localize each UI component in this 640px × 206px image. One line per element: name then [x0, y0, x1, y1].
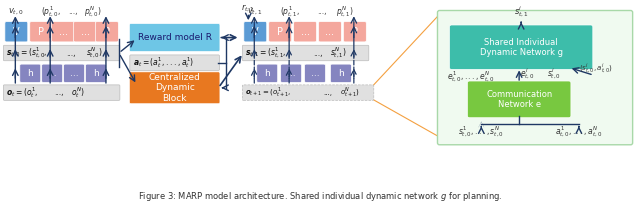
FancyBboxPatch shape [74, 22, 97, 42]
Text: ...,: ..., [313, 48, 323, 57]
Text: Figure 3: MARP model architecture. Shared individual dynamic network $g$ for pla: Figure 3: MARP model architecture. Share… [138, 190, 502, 204]
Text: ...: ... [59, 27, 68, 37]
Text: $\boldsymbol{s}_{t,0}=(s^1_{t,0},$: $\boldsymbol{s}_{t,0}=(s^1_{t,0},$ [6, 46, 48, 60]
Text: h: h [264, 69, 270, 78]
FancyBboxPatch shape [30, 22, 52, 42]
Text: ...: ... [70, 69, 78, 78]
FancyBboxPatch shape [86, 64, 106, 82]
Text: ...: ... [287, 69, 296, 78]
Text: $s^N_{t,0})$: $s^N_{t,0})$ [86, 46, 103, 60]
Text: $e^1_{t,0},...,e^N_{t,0}$: $e^1_{t,0},...,e^N_{t,0}$ [447, 70, 495, 84]
Text: V: V [13, 27, 20, 37]
FancyBboxPatch shape [130, 55, 220, 70]
FancyBboxPatch shape [467, 81, 571, 118]
Text: $a^1_{t,0},...,a^N_{t,0}$: $a^1_{t,0},...,a^N_{t,0}$ [556, 124, 602, 139]
FancyBboxPatch shape [243, 45, 369, 61]
Text: $\boldsymbol{o}_t=(o^1_t,$: $\boldsymbol{o}_t=(o^1_t,$ [6, 85, 38, 100]
Text: P: P [277, 27, 283, 37]
FancyBboxPatch shape [95, 22, 118, 42]
Text: P: P [38, 27, 44, 37]
FancyBboxPatch shape [3, 45, 120, 61]
Text: Reward model R: Reward model R [138, 33, 212, 42]
FancyBboxPatch shape [438, 11, 632, 145]
Text: ...: ... [81, 27, 90, 37]
FancyBboxPatch shape [5, 22, 28, 42]
Text: V: V [252, 27, 259, 37]
FancyBboxPatch shape [129, 23, 220, 52]
Text: Communication
Network e: Communication Network e [486, 90, 552, 109]
FancyBboxPatch shape [42, 64, 63, 82]
Text: $s^i_{t,0}$: $s^i_{t,0}$ [547, 66, 561, 81]
Text: ...,: ..., [68, 7, 78, 16]
Text: $(p^1_{t,1},$: $(p^1_{t,1},$ [280, 4, 300, 19]
FancyBboxPatch shape [330, 64, 351, 82]
FancyBboxPatch shape [20, 64, 41, 82]
Text: $o^N_{t+1})$: $o^N_{t+1})$ [340, 86, 360, 99]
Text: $s^1_{t,0},...,s^N_{t,0}$: $s^1_{t,0},...,s^N_{t,0}$ [458, 124, 504, 139]
Text: $p^N_{t,0})$: $p^N_{t,0})$ [84, 4, 102, 19]
FancyBboxPatch shape [294, 22, 317, 42]
Text: ...,: ..., [323, 90, 332, 96]
Text: $\boldsymbol{s}_{t,1}=(s^1_{t,1},$: $\boldsymbol{s}_{t,1}=(s^1_{t,1},$ [245, 46, 287, 60]
Text: $s^i_{t,1}$: $s^i_{t,1}$ [514, 5, 529, 19]
Text: ...: ... [326, 27, 335, 37]
Text: P: P [104, 27, 110, 37]
Text: $v_{t,0}$: $v_{t,0}$ [8, 6, 23, 17]
FancyBboxPatch shape [3, 85, 120, 100]
FancyBboxPatch shape [344, 22, 366, 42]
Text: $\boldsymbol{o}_{t+1}=(o^1_{t+1},$: $\boldsymbol{o}_{t+1}=(o^1_{t+1},$ [245, 86, 292, 99]
Text: h: h [338, 69, 344, 78]
Text: ...,: ..., [54, 88, 64, 97]
Text: P: P [352, 27, 358, 37]
FancyBboxPatch shape [319, 22, 341, 42]
Text: Shared Individual
Dynamic Network g: Shared Individual Dynamic Network g [479, 37, 563, 57]
FancyBboxPatch shape [52, 22, 75, 42]
FancyBboxPatch shape [244, 22, 267, 42]
FancyBboxPatch shape [281, 64, 301, 82]
FancyBboxPatch shape [449, 25, 593, 69]
Text: $r_{t,1}$: $r_{t,1}$ [241, 3, 255, 14]
Text: ...,: ..., [317, 7, 327, 16]
Text: ...,: ..., [67, 48, 76, 57]
Text: ...: ... [301, 27, 310, 37]
Text: h: h [28, 69, 33, 78]
Text: $\boldsymbol{a}_t=(a^1_t,...,a^1_t)$: $\boldsymbol{a}_t=(a^1_t,...,a^1_t)$ [133, 55, 194, 70]
Text: $s^N_{t,1})$: $s^N_{t,1})$ [330, 46, 347, 60]
FancyBboxPatch shape [63, 64, 84, 82]
Text: $o^N_t)$: $o^N_t)$ [71, 85, 84, 100]
Text: ...: ... [48, 69, 56, 78]
Text: h: h [93, 69, 99, 78]
Text: $(p^1_{t,0},$: $(p^1_{t,0},$ [41, 4, 61, 19]
FancyBboxPatch shape [257, 64, 278, 82]
Text: $(s^i_{t,0},a^i_{t,0})$: $(s^i_{t,0},a^i_{t,0})$ [579, 62, 613, 75]
FancyBboxPatch shape [269, 22, 292, 42]
Text: ...: ... [310, 69, 319, 78]
Text: $v_{t,1}$: $v_{t,1}$ [246, 6, 262, 17]
Text: $p^N_{t,1})$: $p^N_{t,1})$ [336, 4, 354, 19]
Text: $e^i_{t,0}$: $e^i_{t,0}$ [520, 66, 534, 81]
FancyBboxPatch shape [243, 85, 374, 100]
FancyBboxPatch shape [129, 72, 220, 104]
FancyBboxPatch shape [305, 64, 326, 82]
Text: Centralized
Dynamic
Block: Centralized Dynamic Block [148, 73, 200, 103]
